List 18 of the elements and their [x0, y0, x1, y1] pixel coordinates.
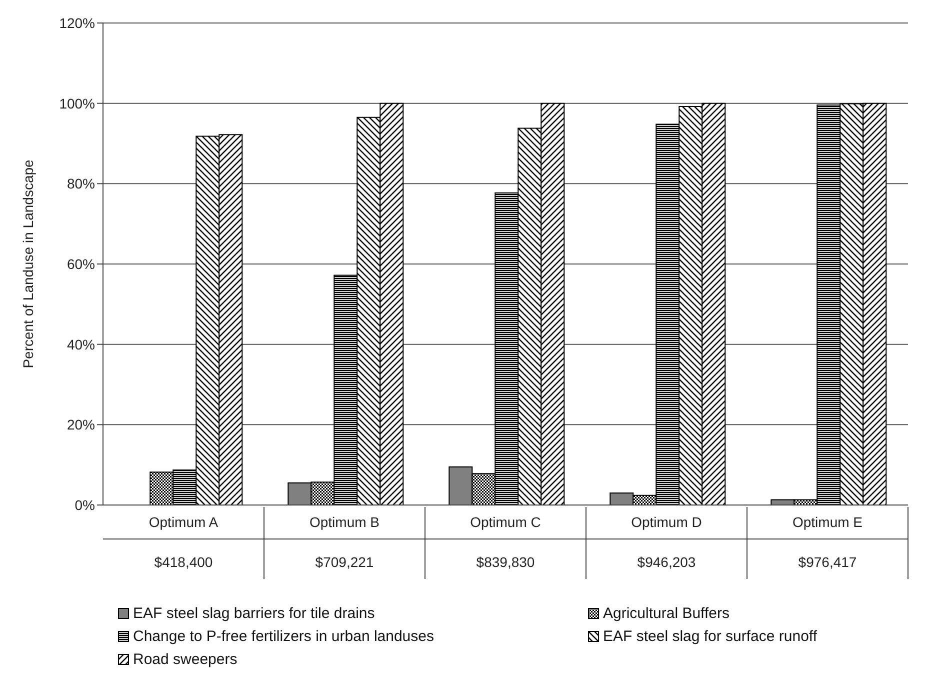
y-tick-label: 100%	[59, 95, 95, 112]
category-label: Optimum B $709,221	[309, 514, 380, 570]
category-label: Optimum A $418,400	[148, 514, 218, 570]
y-tick-label: 20%	[66, 416, 95, 433]
legend-label: Road sweepers	[133, 651, 238, 668]
y-tick-label: 120%	[59, 14, 95, 31]
y-tick-label: 40%	[66, 336, 95, 352]
category-label: Optimum D $946,203	[631, 514, 702, 570]
y-tick-label: 0%	[74, 496, 95, 513]
y-tick-label: 60%	[66, 256, 95, 272]
legend-label: Change to P-free fertilizers in urban landuses	[133, 628, 434, 645]
legend-label: EAF steel slag for surface runoff	[603, 628, 817, 645]
legend-label: Agricultural Buffers	[603, 605, 730, 622]
category-label: Optimum C $839,830	[470, 514, 541, 570]
legend-label: EAF steel slag barriers for tile drains	[133, 605, 375, 622]
y-tick-label: 80%	[66, 176, 95, 192]
y-axis-title: Percent of Landuse in Landscape	[20, 159, 36, 368]
category-label: Optimum E $976,417	[792, 514, 863, 570]
